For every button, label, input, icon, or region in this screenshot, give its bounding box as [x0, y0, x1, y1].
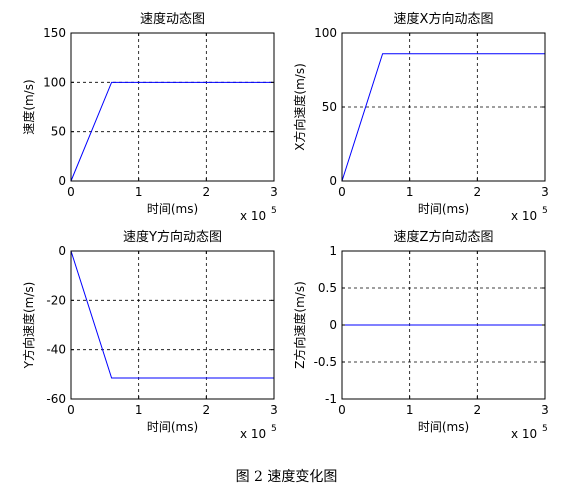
y-tick-label: 1 [329, 244, 337, 258]
series-line-1 [70, 81, 274, 182]
x-tick-label: 3 [270, 185, 278, 199]
y-tick-label: 150 [43, 26, 66, 40]
x-axis-label: 时间(ms) [418, 420, 469, 434]
y-tick-label: -20 [46, 293, 66, 307]
figure-caption: 图 2 速度变化图 [235, 469, 338, 485]
y-axis-label: 速度(m/s) [21, 79, 36, 134]
x-multiplier-label: x 10 [511, 427, 537, 441]
y-tick-label: 0 [58, 244, 66, 258]
axes-frame [70, 32, 275, 182]
plot-area [71, 251, 274, 399]
x-tick-label: 1 [406, 403, 414, 417]
plot-area [71, 33, 274, 181]
chart-title: 速度动态图 [140, 11, 205, 27]
x-tick-label: 3 [541, 403, 549, 417]
x-tick-label: 2 [474, 185, 482, 199]
x-multiplier-label: x 10 [240, 209, 266, 223]
x-tick-label: 3 [270, 403, 278, 417]
y-tick-label: 0.5 [318, 281, 337, 295]
x-axis-label: 时间(ms) [147, 202, 198, 216]
x-multiplier-exponent: 5 [542, 424, 548, 434]
x-multiplier-exponent: 5 [542, 206, 548, 216]
y-tick-label: 100 [314, 26, 337, 40]
y-axis-label: X方向速度(m/s) [292, 63, 307, 151]
x-tick-label: 0 [67, 185, 75, 199]
series-line-1 [70, 250, 274, 379]
y-tick-label: 100 [43, 75, 66, 89]
series-line-1 [341, 53, 545, 182]
x-multiplier-label: x 10 [511, 209, 537, 223]
y-tick-label: 50 [51, 125, 66, 139]
y-tick-label: -40 [46, 343, 66, 357]
y-tick-label: -60 [46, 392, 66, 406]
x-tick-label: 1 [135, 185, 143, 199]
y-tick-label: 0 [58, 174, 66, 188]
x-axis-label: 时间(ms) [418, 202, 469, 216]
axes-frame [70, 250, 275, 400]
chart-title: 速度Z方向动态图 [394, 229, 494, 245]
x-tick-label: 2 [474, 403, 482, 417]
x-multiplier-exponent: 5 [271, 206, 277, 216]
x-tick-label: 2 [203, 185, 211, 199]
y-axis-label: Y方向速度(m/s) [21, 282, 36, 370]
y-tick-label: -1 [325, 392, 337, 406]
x-tick-label: 1 [406, 185, 414, 199]
x-multiplier-exponent: 5 [271, 424, 277, 434]
y-tick-label: 50 [322, 100, 337, 114]
chart-title: 速度Y方向动态图 [123, 229, 222, 245]
x-tick-label: 3 [541, 185, 549, 199]
x-axis-label: 时间(ms) [147, 420, 198, 434]
x-multiplier-label: x 10 [240, 427, 266, 441]
chart-title: 速度X方向动态图 [394, 11, 494, 27]
x-tick-label: 0 [67, 403, 75, 417]
y-tick-label: 0 [329, 318, 337, 332]
y-axis-label: Z方向速度(m/s) [292, 281, 307, 369]
x-tick-label: 0 [338, 403, 346, 417]
y-tick-label: 0 [329, 174, 337, 188]
x-tick-label: 0 [338, 185, 346, 199]
y-tick-label: -0.5 [314, 355, 337, 369]
x-tick-label: 2 [203, 403, 211, 417]
x-tick-label: 1 [135, 403, 143, 417]
